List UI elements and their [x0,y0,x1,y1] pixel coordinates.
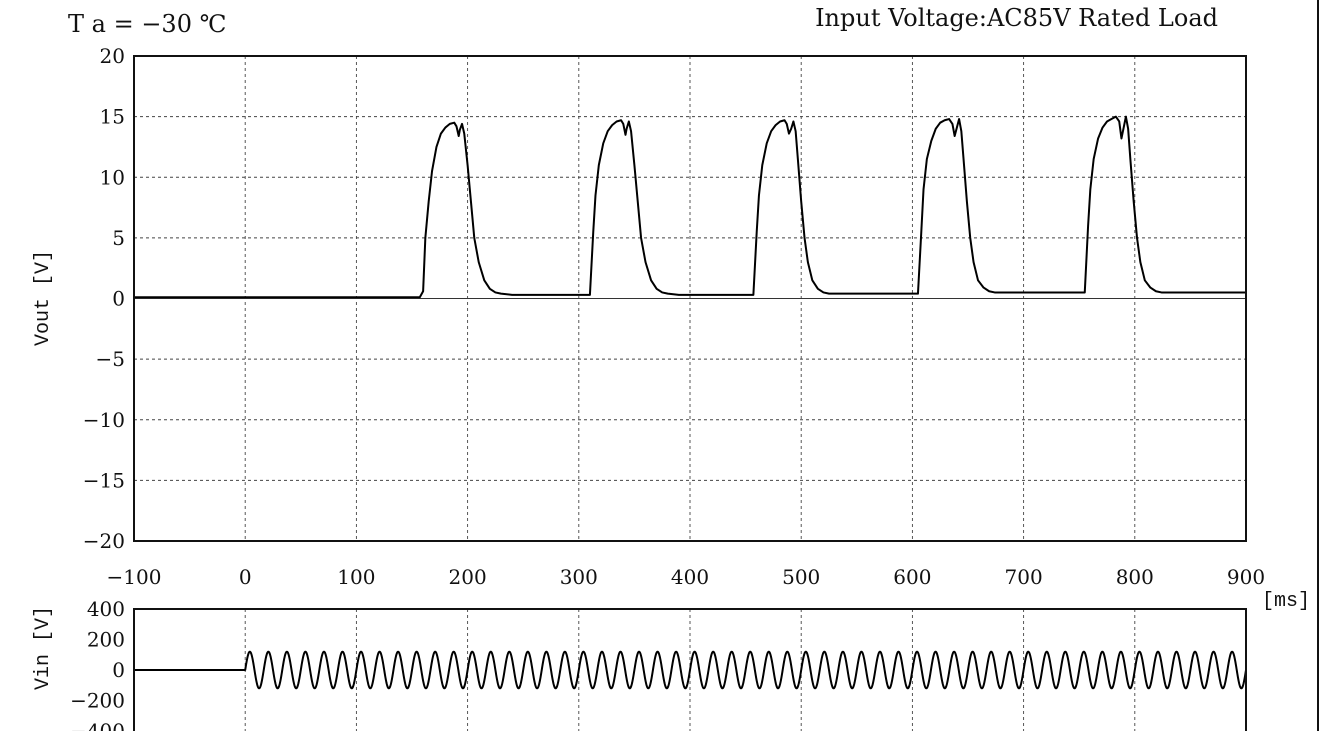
vout-y-tick-label: 15 [100,105,125,129]
vin-plot-frame [133,608,1247,731]
x-tick-label: 600 [893,565,931,589]
vin-y-tick-label: −200 [70,689,125,713]
vout-series-line [134,115,1246,299]
x-unit-label: [ms] [1262,590,1310,613]
conditions-label: Input Voltage:AC85V Rated Load [815,4,1218,32]
x-tick-label: 0 [239,565,252,589]
vout-y-tick-label: −20 [83,529,125,553]
vout-plot-frame [133,55,1247,542]
vin-y-tick-label: 0 [112,658,125,682]
x-tick-label: 400 [671,565,709,589]
vout-y-tick-labels: 20 15 10 5 0 −5 −10 −15 −20 [83,44,125,553]
x-tick-label: 300 [560,565,598,589]
vin-y-tick-labels: 400 200 0 −200 −400 [70,597,125,736]
x-tick-label: 200 [449,565,487,589]
x-tick-label: −100 [107,565,162,589]
vin-series-line [134,650,1247,690]
vout-y-tick-label: 10 [100,165,125,189]
vout-y-tick-label: −5 [96,347,125,371]
vout-y-tick-label: 20 [100,44,125,68]
x-tick-label: 900 [1227,565,1265,589]
vin-frame-edge [133,608,1247,731]
temperature-label: T a = −30 ℃ [68,10,226,38]
x-tick-label: 800 [1116,565,1154,589]
vin-y-tick-label: 400 [87,597,125,621]
vin-y-axis-label: Vin [V] [32,606,55,690]
vin-y-tick-label: −400 [70,719,125,731]
x-tick-label: 700 [1005,565,1043,589]
x-tick-label: 100 [337,565,375,589]
x-tick-labels: −100 0 100 200 300 400 500 600 700 800 900 [107,565,1266,589]
vout-y-tick-label: −10 [83,408,125,432]
vout-y-axis-label: Vout [V] [32,250,55,346]
vout-y-tick-label: 5 [112,226,125,250]
vin-y-tick-label: 200 [87,628,125,652]
x-tick-label: 500 [782,565,820,589]
vout-y-tick-label: −15 [83,468,125,492]
vout-y-tick-label: 0 [112,287,125,311]
